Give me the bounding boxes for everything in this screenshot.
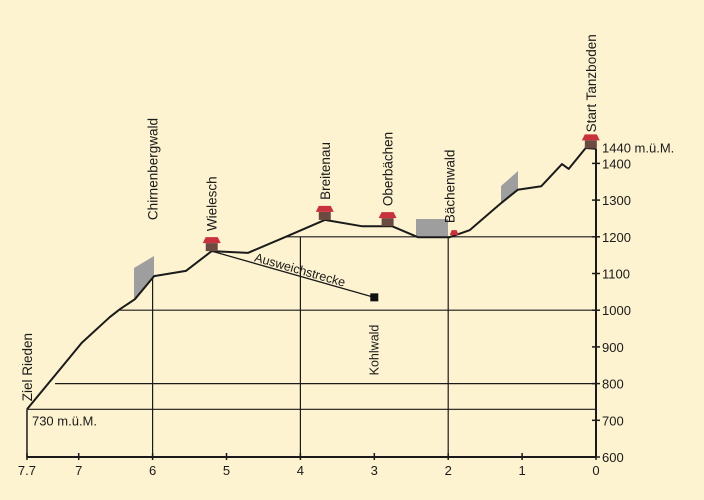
gridlines: [26, 236, 596, 457]
y-tick-label: 800: [602, 377, 624, 392]
kohlwald-label: Kohlwald: [367, 325, 381, 376]
station-label: Ziel Rieden: [20, 333, 35, 401]
x-tick-label: 3: [371, 463, 378, 478]
x-tick-label: 4: [297, 463, 304, 478]
x-tick-label: 5: [223, 463, 230, 478]
hut-roof-icon: [378, 212, 397, 219]
kohlwald-marker: [370, 293, 379, 302]
forest-block-upper: [501, 171, 518, 203]
detour-line: [211, 250, 375, 298]
hut-roof-icon: [581, 134, 600, 141]
y-tick-label: 700: [602, 413, 624, 428]
x-tick-label: 6: [149, 463, 156, 478]
y-tick-label: 1300: [602, 193, 631, 208]
station-label: Chirnenbergwald: [146, 118, 161, 220]
hut-roof-icon: [315, 205, 334, 212]
y-tick-label: 1100: [602, 267, 630, 282]
hut-roof-icon: [202, 237, 221, 244]
hut-icon: [318, 211, 331, 220]
end-elevation-label: 730 m.ü.M.: [32, 413, 97, 428]
profile-line: [26, 147, 597, 410]
x-tick-label: 1: [518, 463, 525, 478]
y-tick-label: 1400: [602, 156, 631, 171]
start-elevation-label: 1440 m.ü.M.: [602, 141, 674, 156]
station-label: Breitenau: [318, 142, 333, 200]
x-tick-label: 2: [445, 463, 452, 478]
y-tick-label: 1000: [602, 303, 631, 318]
hut-icon: [205, 243, 218, 252]
forest-block-chirnenbergwald: [134, 256, 154, 299]
y-tick-label: 600: [602, 450, 624, 465]
y-tick-label: 1200: [602, 230, 631, 245]
detour-route: Ausweichstrecke Kohlwald: [211, 250, 381, 376]
station-label: Start Tanzboden: [584, 34, 599, 132]
x-tick-label: 7.7: [18, 463, 36, 478]
station-label: Bächenwald: [443, 150, 458, 224]
hut-icon: [381, 218, 394, 227]
y-tick-label: 900: [602, 340, 624, 355]
x-tick-label: 7: [75, 463, 82, 478]
small-hut-icon: [449, 230, 459, 236]
stations: Ziel Rieden Chirnenbergwald Wielesch Breite…: [20, 34, 600, 401]
x-tick-label: 0: [592, 463, 599, 478]
forest-block-baechenwald: [416, 219, 448, 237]
station-label: Wielesch: [205, 176, 220, 231]
hut-icon: [584, 140, 597, 149]
station-label: Oberbächen: [381, 132, 396, 206]
forest-blocks: [134, 171, 518, 299]
